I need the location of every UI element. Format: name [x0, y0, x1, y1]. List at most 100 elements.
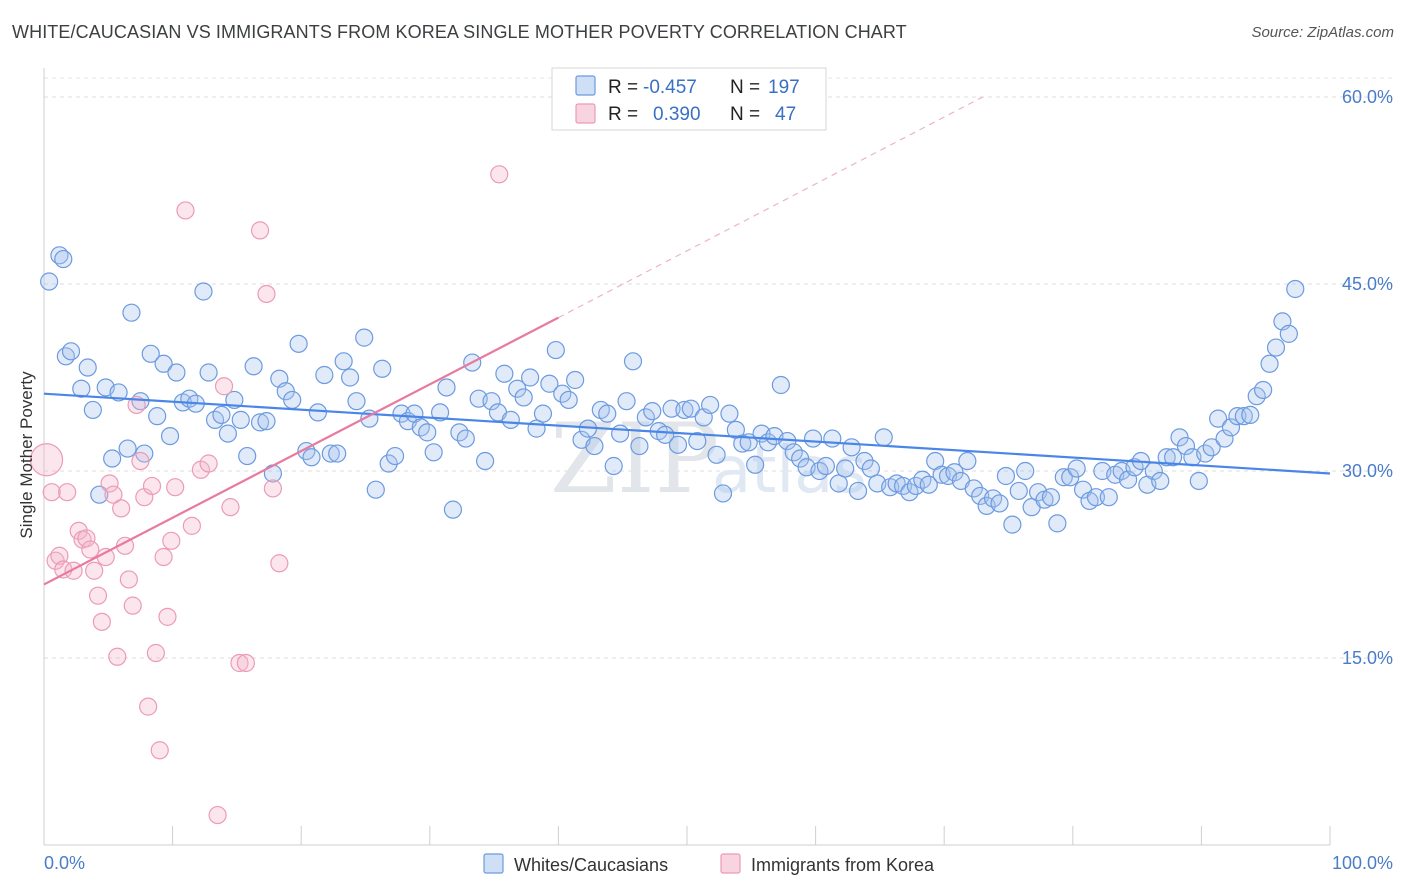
data-point-korea	[50, 546, 69, 565]
y-tick-label: 60.0%	[1342, 87, 1393, 107]
y-tick-label: 30.0%	[1342, 461, 1393, 481]
data-point-whites	[990, 494, 1009, 513]
data-point-whites	[559, 390, 578, 410]
data-point-whites	[842, 438, 861, 457]
data-point-whites	[379, 454, 398, 473]
data-point-whites	[668, 435, 688, 454]
data-point-whites	[546, 340, 565, 360]
data-point-whites	[996, 466, 1016, 486]
data-point-whites	[257, 412, 276, 431]
data-point-korea	[250, 221, 270, 240]
data-point-whites	[495, 364, 514, 383]
data-point-whites	[533, 404, 553, 423]
data-point-whites	[681, 399, 700, 418]
data-point-whites	[78, 358, 97, 377]
data-point-whites	[1009, 481, 1028, 501]
data-point-whites	[430, 403, 450, 422]
data-point-whites	[514, 388, 533, 407]
data-point-whites	[855, 451, 874, 471]
bottom-legend-whites: Whites/Caucasians	[514, 855, 668, 875]
data-point-korea	[162, 531, 181, 550]
data-point-whites	[1054, 468, 1073, 487]
data-point-whites	[315, 365, 334, 385]
data-point-whites	[521, 368, 540, 387]
data-point-whites	[1260, 354, 1279, 373]
data-point-whites	[1215, 429, 1234, 448]
data-point-korea	[77, 529, 96, 548]
data-point-korea	[85, 561, 104, 580]
data-point-whites	[836, 459, 855, 478]
data-point-korea	[96, 547, 115, 567]
data-point-whites	[1221, 418, 1241, 437]
data-point-whites	[623, 352, 643, 371]
data-point-korea	[208, 805, 227, 825]
data-point-whites	[437, 378, 456, 397]
data-point-korea	[221, 498, 240, 517]
data-point-korea	[112, 499, 131, 518]
data-point-whites	[109, 383, 128, 402]
data-point-whites	[675, 400, 694, 420]
data-point-whites	[617, 392, 636, 411]
data-point-whites	[334, 352, 353, 371]
data-point-korea	[176, 201, 195, 220]
data-point-whites	[1151, 471, 1170, 491]
data-point-whites	[1254, 380, 1273, 400]
data-point-whites	[713, 484, 733, 503]
data-point-korea	[100, 474, 119, 493]
data-point-whites	[340, 368, 360, 387]
data-point-whites	[347, 392, 366, 411]
data-point-whites	[194, 282, 213, 301]
data-point-whites	[1041, 488, 1061, 507]
legend-r-label: R =	[608, 77, 638, 98]
legend-r-value-pink: 0.390	[653, 104, 701, 125]
data-point-korea	[257, 284, 276, 304]
data-point-korea	[263, 479, 283, 498]
watermark-zip: ZIP	[550, 403, 719, 515]
data-point-whites	[72, 379, 91, 398]
data-point-whites	[803, 429, 823, 448]
data-point-whites	[212, 405, 231, 424]
data-point-korea	[58, 483, 77, 502]
data-point-whites	[611, 424, 630, 443]
data-point-whites	[707, 445, 726, 464]
data-point-whites	[1202, 438, 1221, 457]
data-point-whites	[1067, 459, 1086, 478]
data-point-korea	[131, 451, 150, 471]
bottom-legend-korea: Immigrants from Korea	[751, 855, 935, 875]
series-korea-points	[29, 165, 509, 825]
data-point-whites	[1086, 488, 1106, 507]
legend-r-value-blue: -0.457	[643, 77, 697, 98]
data-point-whites	[1157, 448, 1176, 467]
legend-n-value-pink: 47	[775, 104, 796, 125]
data-point-whites	[103, 449, 122, 468]
data-point-whites	[1241, 405, 1260, 424]
data-point-korea	[199, 454, 218, 473]
y-tick-label: 45.0%	[1342, 274, 1393, 294]
source-label: Source: ZipAtlas.com	[1251, 24, 1394, 41]
x-tick-label: 0.0%	[44, 853, 85, 873]
data-point-korea	[154, 547, 173, 567]
data-point-korea	[146, 643, 165, 663]
data-point-whites	[829, 474, 848, 493]
data-point-whites	[1003, 515, 1022, 534]
data-point-whites	[231, 410, 250, 429]
data-point-whites	[598, 404, 617, 423]
trend-line-korea	[43, 316, 559, 586]
data-point-whites	[540, 374, 559, 393]
data-point-korea	[29, 443, 64, 477]
correlation-legend: R = -0.457 N = 197 R = 0.390 N = 47	[551, 67, 827, 131]
data-point-whites	[919, 475, 938, 494]
data-point-korea	[42, 483, 61, 502]
data-point-whites	[373, 359, 392, 378]
data-point-korea	[158, 607, 177, 626]
data-point-whites	[54, 249, 73, 269]
data-point-whites	[355, 328, 374, 347]
chart-title: WHITE/CAUCASIAN VS IMMIGRANTS FROM KOREA…	[12, 22, 907, 42]
data-point-whites	[848, 481, 868, 501]
data-point-whites	[482, 392, 501, 411]
data-point-korea	[119, 570, 138, 589]
data-point-whites	[566, 370, 585, 390]
legend-r-label: R =	[608, 104, 638, 125]
series-whites-points	[40, 246, 1305, 534]
data-point-whites	[1279, 324, 1298, 343]
